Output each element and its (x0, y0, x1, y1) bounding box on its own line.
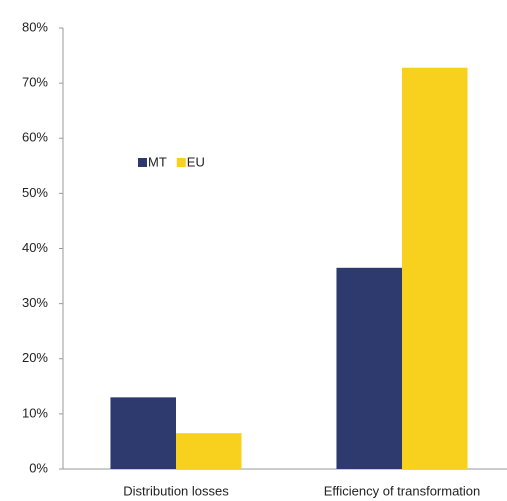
y-tick-label: 10% (22, 405, 48, 420)
x-tick-label: Efficiency of transformation (324, 483, 481, 498)
y-tick-label: 80% (22, 19, 48, 34)
bar (402, 67, 468, 469)
bar (110, 397, 176, 469)
bar (176, 433, 242, 469)
y-tick-label: 0% (29, 460, 48, 475)
bar (336, 267, 402, 469)
y-tick-label: 40% (22, 240, 48, 255)
y-tick-label: 70% (22, 75, 48, 90)
legend-swatch (138, 158, 147, 167)
legend-swatch (176, 158, 186, 167)
y-tick-label: 60% (22, 130, 48, 145)
legend-label: EU (187, 154, 205, 169)
y-tick-label: 20% (22, 350, 48, 365)
legend-label: MT (148, 154, 167, 169)
y-tick-label: 30% (22, 295, 48, 310)
y-tick-label: 50% (22, 185, 48, 200)
x-tick-label: Distribution losses (123, 483, 229, 498)
